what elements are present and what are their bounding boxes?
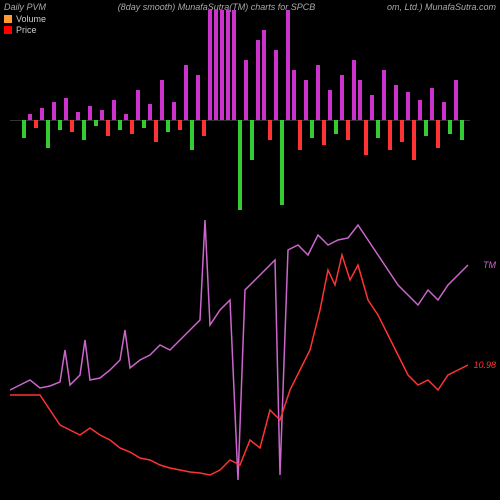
volume-bar: [394, 85, 398, 120]
volume-bar: [130, 120, 134, 134]
volume-bar: [304, 80, 308, 120]
volume-bar: [172, 102, 176, 120]
volume-bar: [214, 10, 218, 120]
volume-bar: [226, 10, 230, 120]
volume-bar: [376, 120, 380, 138]
volume-bar: [388, 120, 392, 150]
volume-bar: [100, 110, 104, 120]
volume-bar: [280, 120, 284, 205]
volume-bar: [112, 100, 116, 120]
volume-bar: [70, 120, 74, 132]
volume-bar: [142, 120, 146, 128]
tm-line: [10, 220, 468, 480]
chart-area: TM10.98: [10, 10, 470, 490]
volume-bar: [322, 120, 326, 145]
volume-bar: [346, 120, 350, 140]
volume-bar: [196, 75, 200, 120]
volume-bar: [232, 10, 236, 120]
volume-bar: [118, 120, 122, 130]
volume-bar: [268, 120, 272, 140]
volume-bar: [436, 120, 440, 148]
volume-bar: [94, 120, 98, 126]
volume-bar: [208, 10, 212, 120]
volume-bar: [328, 90, 332, 120]
volume-bar: [454, 80, 458, 120]
volume-bar: [40, 108, 44, 120]
end-label: 10.98: [473, 360, 496, 370]
volume-bar: [154, 120, 158, 142]
line-svg: [10, 210, 470, 490]
volume-bar: [52, 102, 56, 120]
volume-bar: [136, 90, 140, 120]
volume-bar: [412, 120, 416, 160]
volume-bar: [202, 120, 206, 136]
volume-bar: [334, 120, 338, 134]
volume-bar: [220, 10, 224, 120]
volume-bar: [370, 95, 374, 120]
volume-bar: [286, 10, 290, 120]
volume-bar: [364, 120, 368, 155]
volume-bar: [124, 114, 128, 120]
volume-bar: [166, 120, 170, 132]
volume-bar: [22, 120, 26, 138]
volume-bar: [460, 120, 464, 140]
line-region: TM10.98: [10, 210, 470, 490]
volume-bar: [76, 112, 80, 120]
volume-bar: [358, 80, 362, 120]
volume-bar: [106, 120, 110, 136]
volume-bar: [64, 98, 68, 120]
volume-bar: [298, 120, 302, 150]
volume-bar: [28, 114, 32, 120]
volume-bar: [262, 30, 266, 120]
volume-bar: [148, 104, 152, 120]
volume-bar: [424, 120, 428, 136]
volume-bar: [316, 65, 320, 120]
volume-bar: [250, 120, 254, 160]
end-label: TM: [483, 260, 496, 270]
volume-bar: [46, 120, 50, 148]
volume-bar: [430, 88, 434, 120]
volume-bar: [244, 60, 248, 120]
volume-bar: [88, 106, 92, 120]
volume-bar: [34, 120, 38, 128]
volume-bar: [178, 120, 182, 130]
volume-bar: [448, 120, 452, 134]
volume-bar: [442, 102, 446, 120]
volume-bar: [340, 75, 344, 120]
volume-bar: [310, 120, 314, 138]
volume-bar: [58, 120, 62, 130]
volume-bar: [274, 50, 278, 120]
volume-bar: [292, 70, 296, 120]
volume-bar: [352, 60, 356, 120]
volume-bar: [418, 100, 422, 120]
volume-bar: [160, 80, 164, 120]
volume-region: [10, 10, 470, 210]
volume-bar: [82, 120, 86, 140]
volume-bar: [256, 40, 260, 120]
volume-bar: [184, 65, 188, 120]
volume-bar: [238, 120, 242, 210]
volume-bar: [382, 70, 386, 120]
volume-bar: [406, 92, 410, 120]
volume-bar: [400, 120, 404, 142]
volume-bar: [190, 120, 194, 150]
